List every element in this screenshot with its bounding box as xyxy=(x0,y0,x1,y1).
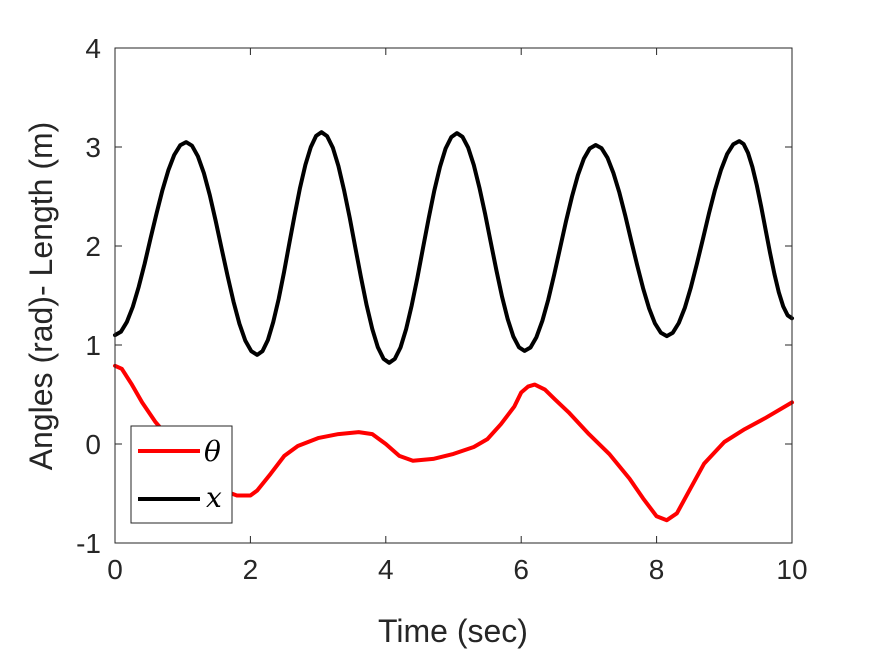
x-tick-label-5: 10 xyxy=(776,554,807,585)
y-tick-label-3: 2 xyxy=(85,231,101,262)
x-tick-label-0: 0 xyxy=(107,554,123,585)
legend-box xyxy=(130,425,233,524)
legend-label-x: x xyxy=(206,481,222,514)
y-tick-label-4: 3 xyxy=(85,132,101,163)
y-axis-label: Angles (rad)- Length (m) xyxy=(23,122,59,471)
series-line-x xyxy=(113,130,794,365)
x-tick-label-1: 2 xyxy=(243,554,259,585)
y-tick-label-5: 4 xyxy=(85,33,101,64)
x-tick-label-2: 4 xyxy=(378,554,394,585)
plot-area-frame xyxy=(114,47,793,544)
y-tick-label-1: 0 xyxy=(85,429,101,460)
y-tick-label-0: -1 xyxy=(76,528,101,559)
legend: θ x xyxy=(130,425,233,524)
x-tick-label-3: 6 xyxy=(513,554,529,585)
x-tick-label-4: 8 xyxy=(649,554,665,585)
y-tick-label-2: 1 xyxy=(85,330,101,361)
legend-label-theta: θ xyxy=(204,435,221,468)
x-axis-label: Time (sec) xyxy=(378,613,528,649)
